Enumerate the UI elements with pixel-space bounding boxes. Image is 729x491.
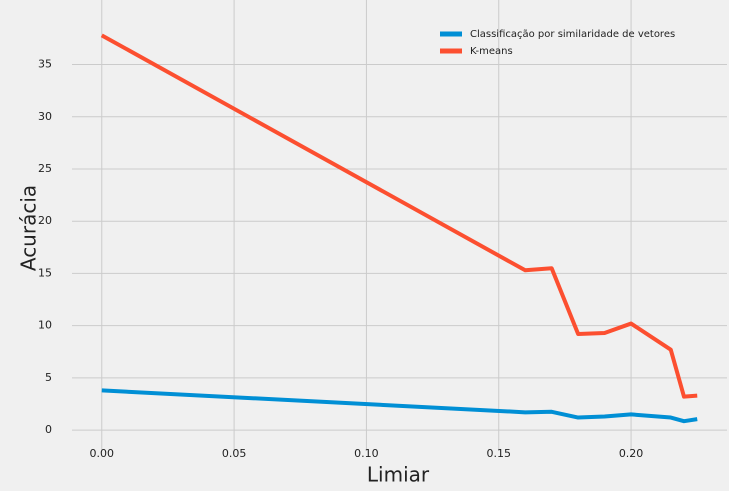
y-tick-label: 10 (38, 319, 52, 332)
y-tick-label: 30 (38, 110, 52, 123)
y-tick-label: 20 (38, 214, 52, 227)
x-tick-label: 0.20 (619, 447, 644, 460)
y-axis-label: Acurácia (17, 185, 41, 271)
y-tick-label: 25 (38, 162, 52, 175)
x-tick-label: 0.00 (90, 447, 115, 460)
y-tick-label: 15 (38, 266, 52, 279)
y-tick-label: 35 (38, 58, 52, 71)
legend-label: Classificação por similaridade de vetore… (470, 29, 675, 40)
x-axis-label: Limiar (367, 463, 430, 487)
legend-label: K-means (470, 46, 513, 57)
y-tick-label: 5 (45, 371, 52, 384)
x-tick-label: 0.05 (222, 447, 247, 460)
series-line (101, 388, 698, 424)
series-line (100, 33, 698, 399)
y-tick-label: 0 (45, 423, 52, 436)
x-tick-label: 0.15 (486, 447, 511, 460)
x-tick-label: 0.10 (354, 447, 379, 460)
